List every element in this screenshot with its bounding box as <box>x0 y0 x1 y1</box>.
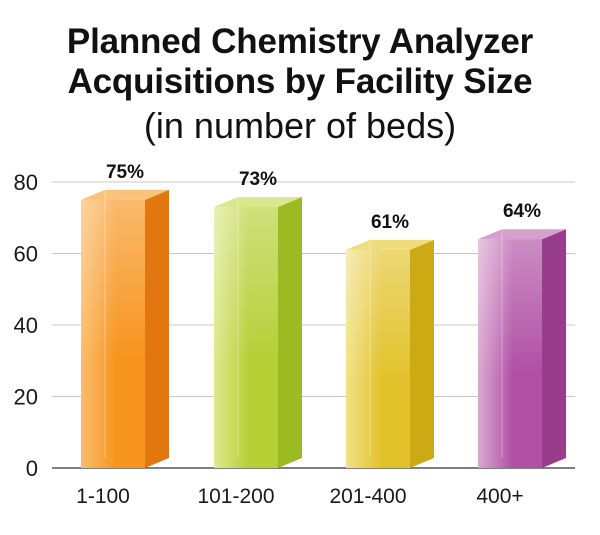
y-tick-label: 60 <box>14 242 38 267</box>
bar-101-200 <box>214 197 302 468</box>
y-tick-label: 40 <box>14 313 38 338</box>
bar-1-100 <box>81 189 169 468</box>
y-tick-label: 0 <box>26 456 38 481</box>
bar-front-sheen <box>81 199 145 468</box>
bar-side-face <box>542 229 566 468</box>
y-tick-label: 80 <box>14 170 38 195</box>
bar-front-sheen <box>346 249 410 468</box>
x-tick-label: 101-200 <box>197 485 274 508</box>
bars <box>81 189 566 468</box>
chart-title-line-2: Acquisitions by Facility Size <box>67 62 533 101</box>
bar-top-face <box>346 239 434 250</box>
bar-side-face <box>410 239 434 468</box>
bar-side-face <box>278 197 302 468</box>
x-tick-label: 400+ <box>476 485 523 508</box>
data-label: 75% <box>106 162 144 183</box>
bar-top-face <box>81 189 169 200</box>
data-label: 73% <box>239 169 277 190</box>
y-axis: 0 20 40 60 80 <box>14 170 38 481</box>
chart-subtitle: (in number of beds) <box>143 105 457 146</box>
x-axis-labels: 1-100 101-200 201-400 400+ <box>76 485 524 508</box>
x-tick-label: 1-100 <box>76 485 130 508</box>
bar-201-400 <box>346 239 434 468</box>
bar-front-sheen <box>478 239 542 468</box>
bar-400+ <box>478 229 566 468</box>
bar-top-face <box>214 197 302 208</box>
x-tick-label: 201-400 <box>329 485 406 508</box>
data-label: 64% <box>503 201 541 222</box>
bar-top-face <box>478 229 566 240</box>
data-label: 61% <box>371 212 409 233</box>
chart-title-block: Planned Chemistry Analyzer Acquisitions … <box>0 22 600 148</box>
bar-front-sheen <box>214 207 278 468</box>
chart-title-line-1: Planned Chemistry Analyzer <box>66 22 534 61</box>
data-labels: 75% 73% 61% 64% <box>106 162 541 233</box>
y-tick-label: 20 <box>14 385 38 410</box>
bar-side-face <box>145 189 169 468</box>
